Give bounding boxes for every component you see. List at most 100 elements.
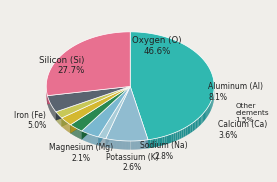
Polygon shape (82, 86, 130, 137)
Polygon shape (109, 139, 110, 148)
Polygon shape (175, 132, 178, 141)
Polygon shape (178, 131, 179, 140)
Text: Magnesium (Mg)
2.1%: Magnesium (Mg) 2.1% (48, 143, 113, 163)
Polygon shape (82, 86, 130, 140)
Polygon shape (130, 32, 214, 140)
Polygon shape (171, 133, 173, 143)
Text: Aluminum (Al)
8.1%: Aluminum (Al) 8.1% (209, 82, 263, 102)
Polygon shape (134, 141, 135, 150)
Polygon shape (139, 141, 140, 149)
Text: Silicon (Si)
27.7%: Silicon (Si) 27.7% (39, 56, 84, 75)
Polygon shape (47, 86, 130, 104)
Polygon shape (150, 139, 153, 148)
Polygon shape (208, 105, 209, 115)
Polygon shape (165, 136, 167, 145)
Polygon shape (130, 86, 148, 148)
Polygon shape (145, 140, 146, 149)
Polygon shape (46, 32, 130, 96)
Polygon shape (110, 139, 111, 148)
Polygon shape (98, 86, 130, 145)
Polygon shape (138, 141, 139, 149)
Polygon shape (118, 141, 119, 149)
Polygon shape (56, 86, 130, 118)
Polygon shape (204, 111, 205, 121)
Polygon shape (70, 86, 130, 133)
Polygon shape (210, 102, 211, 112)
Polygon shape (140, 141, 141, 149)
Polygon shape (116, 140, 117, 149)
Polygon shape (70, 86, 130, 131)
Polygon shape (158, 137, 160, 147)
Text: Calcium (Ca)
3.6%: Calcium (Ca) 3.6% (218, 120, 267, 140)
Polygon shape (120, 141, 121, 149)
Polygon shape (196, 119, 197, 129)
Polygon shape (205, 110, 206, 120)
Polygon shape (127, 141, 128, 150)
Polygon shape (211, 99, 212, 109)
Polygon shape (119, 141, 120, 149)
Polygon shape (155, 138, 158, 147)
Polygon shape (193, 122, 194, 132)
Polygon shape (169, 134, 171, 143)
Polygon shape (203, 112, 204, 122)
Polygon shape (143, 140, 144, 149)
Polygon shape (106, 86, 130, 147)
Polygon shape (187, 125, 189, 135)
Polygon shape (115, 140, 116, 149)
Polygon shape (189, 124, 191, 134)
Polygon shape (114, 140, 115, 149)
Polygon shape (207, 107, 208, 117)
Polygon shape (117, 140, 118, 149)
Polygon shape (179, 130, 181, 139)
Polygon shape (167, 135, 169, 144)
Polygon shape (153, 139, 155, 148)
Polygon shape (126, 141, 127, 150)
Polygon shape (106, 86, 130, 147)
Polygon shape (201, 114, 203, 124)
Text: Oxygen (O)
46.6%: Oxygen (O) 46.6% (132, 36, 182, 56)
Polygon shape (146, 140, 147, 149)
Polygon shape (137, 141, 138, 149)
Polygon shape (106, 139, 107, 147)
Polygon shape (209, 104, 210, 114)
Polygon shape (70, 86, 130, 133)
Polygon shape (62, 86, 130, 126)
Polygon shape (125, 141, 126, 150)
Polygon shape (111, 140, 112, 148)
Polygon shape (194, 121, 196, 130)
Polygon shape (191, 123, 193, 133)
Polygon shape (199, 117, 200, 127)
Polygon shape (98, 86, 130, 145)
Polygon shape (133, 141, 134, 150)
Text: Sodium (Na)
2.8%: Sodium (Na) 2.8% (140, 141, 188, 161)
Polygon shape (130, 86, 148, 148)
Text: Other
elements
1.5%: Other elements 1.5% (235, 103, 269, 123)
Polygon shape (173, 132, 175, 142)
Polygon shape (132, 141, 133, 150)
Polygon shape (183, 128, 185, 137)
Polygon shape (112, 140, 113, 148)
Polygon shape (141, 141, 142, 149)
Polygon shape (160, 137, 162, 146)
Text: Potassium (K)
2.6%: Potassium (K) 2.6% (106, 153, 158, 172)
Polygon shape (181, 129, 183, 138)
Polygon shape (113, 140, 114, 149)
Polygon shape (130, 141, 131, 150)
Polygon shape (142, 140, 143, 149)
Polygon shape (129, 141, 130, 150)
Polygon shape (206, 108, 207, 118)
Polygon shape (135, 141, 136, 149)
Polygon shape (124, 141, 125, 149)
Polygon shape (213, 93, 214, 103)
Polygon shape (106, 86, 148, 141)
Polygon shape (62, 86, 130, 126)
Polygon shape (82, 86, 130, 140)
Polygon shape (185, 126, 187, 136)
Polygon shape (212, 96, 213, 106)
Polygon shape (56, 86, 130, 120)
Polygon shape (162, 136, 165, 145)
Polygon shape (47, 86, 130, 112)
Polygon shape (108, 139, 109, 148)
Polygon shape (147, 140, 148, 149)
Polygon shape (122, 141, 123, 149)
